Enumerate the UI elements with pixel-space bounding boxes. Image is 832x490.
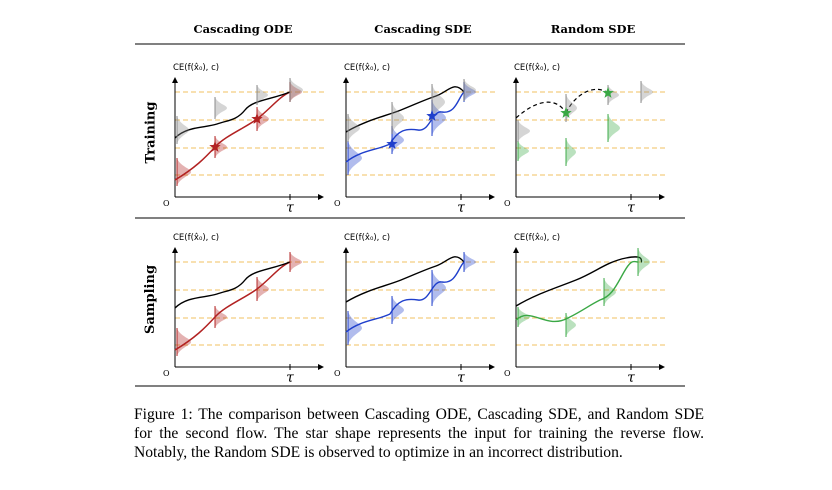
panel-0-0 [172,77,327,200]
panel-0-1-origin: O [163,369,170,378]
panel-0-0-dist-3 [290,82,302,102]
panel-1-0-x-label: τ [457,200,465,216]
column-header-random-sde: Random SDE [550,22,636,36]
panel-1-1-dist-3 [464,252,476,272]
panel-0-0-x-arrow [318,194,324,200]
panel-0-0-star-0 [209,141,221,152]
panel-2-1-dist-2 [604,278,616,306]
panel-0-0-origin: O [163,199,170,208]
panel-2-0-dash-0 [515,101,567,119]
panel-2-0-origin: O [504,199,511,208]
panel-2-1-x-label: τ [627,370,635,386]
panel-0-0-target-curve [174,91,291,139]
panel-0-1-y-label: CE(f(x̂₀), c) [173,232,219,243]
panel-1-0-gray-0 [348,114,360,142]
panel-0-0-dist-0 [177,158,191,186]
column-header-cascading-sde: Cascading SDE [374,22,472,36]
panel-1-1 [343,247,498,370]
panel-0-1-y-arrow [172,247,178,253]
panel-1-0-dist-0 [348,141,362,175]
panel-2-0-gray-2 [608,85,619,105]
panel-0-1-dist-2 [257,277,269,301]
panel-2-1-target-curve [515,256,643,307]
panel-2-0 [513,77,668,200]
column-header-cascading-ode: Cascading ODE [193,22,293,36]
panel-0-1-dist-1 [215,306,227,328]
panel-2-0-star-0 [560,107,572,118]
panel-0-1 [172,247,327,370]
panel-2-0-dist-2 [608,114,620,142]
panel-1-0-dist-2 [432,100,446,136]
panel-2-0-x-arrow [659,194,665,200]
panel-1-0-gray-3 [464,79,476,101]
panel-1-1-dist-2 [432,270,446,306]
panel-2-0-star-1 [602,87,614,98]
panel-2-0-dist-1 [566,138,576,166]
figure-caption: Figure 1: The comparison between Cascadi… [134,406,704,461]
figure-svg: CE(f(x̂₀), c) τ O CE(f(x̂₀), c) τ O CE(f(x̂₀),… [135,43,685,387]
panel-1-1-y-arrow [343,247,349,253]
panel-1-1-x-label: τ [457,370,465,386]
panel-0-0-gray-2 [257,85,268,105]
panel-0-1-x-arrow [318,364,324,370]
panel-1-0-gray-2 [432,84,445,120]
panel-0-1-x-label: τ [286,370,294,386]
panel-2-1-origin: O [504,369,511,378]
panel-2-0-y-arrow [513,77,519,83]
panel-0-0-x-label: τ [286,200,294,216]
panel-2-1-y-label: CE(f(x̂₀), c) [514,232,560,243]
panel-1-0-dist-1 [392,126,404,154]
panel-2-1 [513,247,668,370]
panel-1-0-star-1 [426,110,438,121]
panel-1-0-dist-3 [464,82,476,102]
panel-0-1-dist-3 [290,252,302,272]
panel-1-0-star-0 [386,138,398,149]
panel-2-1-dist-0 [518,307,530,327]
panel-1-0-target-curve [345,86,465,133]
panel-1-0-flow-curve [345,91,465,163]
panel-1-0-y-label: CE(f(x̂₀), c) [344,62,390,73]
panel-1-0-gray-1 [392,102,404,134]
panel-0-0-y-arrow [172,77,178,83]
panel-2-1-dist-1 [566,313,576,337]
panel-1-0 [343,77,498,200]
panel-0-1-target-curve [174,261,291,309]
panel-1-0-y-arrow [343,77,349,83]
panel-1-1-dist-1 [392,296,404,324]
panel-1-1-origin: O [334,369,341,378]
panel-2-1-y-arrow [513,247,519,253]
panel-2-0-x-label: τ [627,200,635,216]
panel-0-0-gray-0 [177,116,189,144]
panel-0-0-flow-curve [174,91,291,181]
panel-1-1-x-arrow [489,364,495,370]
panel-2-1-flow-curve [515,260,639,323]
panel-2-1-x-arrow [659,364,665,370]
row-label-training: Training [143,101,159,164]
panel-2-0-dist-0 [518,141,529,161]
panel-1-0-origin: O [334,199,341,208]
row-label-sampling: Sampling [143,264,159,335]
panel-0-0-y-label: CE(f(x̂₀), c) [173,62,219,73]
figure-1: CE(f(x̂₀), c) τ O CE(f(x̂₀), c) τ O CE(f(x̂₀),… [135,22,685,387]
panel-2-0-gray-1 [566,94,577,122]
panel-1-1-y-label: CE(f(x̂₀), c) [344,232,390,243]
panel-1-0-x-arrow [489,194,495,200]
panel-0-0-star-1 [251,113,263,124]
panel-0-0-dist-2 [257,107,269,131]
panel-2-1-dist-3 [638,248,650,276]
panel-0-0-gray-3 [290,78,303,102]
panel-0-0-dist-1 [215,136,227,158]
panel-0-1-dist-0 [177,328,191,356]
panel-2-0-y-label: CE(f(x̂₀), c) [514,62,560,73]
panel-1-1-target-curve [345,256,465,303]
panel-1-1-dist-0 [348,311,362,345]
panel-1-1-flow-curve [345,261,465,333]
panel-2-0-gray-3 [641,81,653,103]
panel-0-1-flow-curve [174,261,291,351]
panel-2-0-gray-0 [518,120,530,142]
panel-0-0-gray-1 [215,97,227,119]
